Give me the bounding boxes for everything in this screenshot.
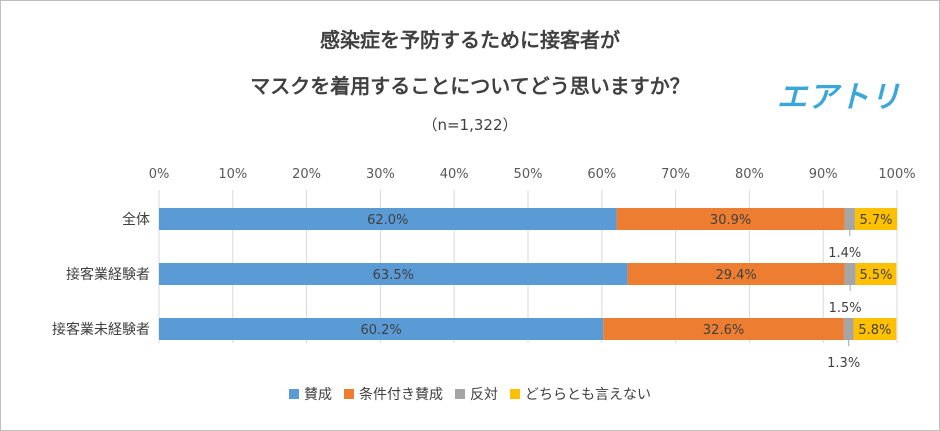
- x-tick-label: 40%: [440, 167, 469, 182]
- data-label: 5.5%: [859, 268, 892, 283]
- legend-swatch: [344, 389, 354, 399]
- category-label: 接客業未経験者: [52, 321, 150, 338]
- bar-segment: [855, 263, 897, 285]
- chart-title-line1: 感染症を予防するために接客者が: [320, 28, 620, 52]
- bar-segment: [843, 318, 854, 340]
- data-label: 32.6%: [703, 323, 744, 338]
- bar-segment: [159, 208, 617, 230]
- x-tick-label: 70%: [661, 167, 690, 182]
- data-label: 30.9%: [710, 213, 751, 228]
- legend-item: どちらとも言えない: [510, 384, 651, 404]
- data-label: 62.0%: [367, 213, 408, 228]
- data-label: 1.5%: [829, 301, 862, 316]
- legend-label: 条件付き賛成: [359, 387, 443, 403]
- bar-segment: [844, 263, 856, 285]
- bar-segment: [159, 318, 604, 340]
- bar-segment: [853, 318, 897, 340]
- x-tick-label: 100%: [878, 167, 915, 182]
- legend-swatch: [455, 389, 465, 399]
- chart-title-line2: マスクを着用することについてどう思いますか？: [250, 74, 690, 98]
- x-tick-label: 90%: [809, 167, 838, 182]
- x-tick-label: 10%: [218, 167, 247, 182]
- x-tick-label: 50%: [514, 167, 543, 182]
- legend-swatch: [289, 389, 299, 399]
- data-label: 63.5%: [373, 268, 414, 283]
- category-label: 全体: [122, 211, 150, 228]
- legend-label: どちらとも言えない: [525, 387, 651, 403]
- data-label: 1.3%: [827, 356, 860, 371]
- legend-label: 反対: [470, 387, 498, 403]
- bar-segment: [627, 263, 845, 285]
- bar-segment: [159, 263, 628, 285]
- x-tick-label: 20%: [292, 167, 321, 182]
- bar-segment: [603, 318, 844, 340]
- data-label: 29.4%: [715, 268, 756, 283]
- data-label: 5.7%: [859, 213, 892, 228]
- x-tick-label: 80%: [735, 167, 764, 182]
- x-tick-label: 60%: [587, 167, 616, 182]
- legend-item: 賛成: [289, 384, 332, 404]
- bar-segment: [616, 208, 845, 230]
- bar-segment: [844, 208, 855, 230]
- data-label: 60.2%: [360, 323, 401, 338]
- chart-subtitle: （n=1,322）: [422, 116, 518, 134]
- x-tick-label: 0%: [149, 167, 170, 182]
- category-label: 接客業経験者: [66, 266, 150, 283]
- x-tick-label: 30%: [366, 167, 395, 182]
- legend-label: 賛成: [304, 387, 332, 403]
- legend-item: 条件付き賛成: [344, 384, 443, 404]
- data-label: 5.8%: [858, 323, 891, 338]
- legend-item: 反対: [455, 384, 498, 404]
- data-label: 1.4%: [828, 246, 861, 261]
- brand-logo: エアトリ: [777, 80, 901, 115]
- legend-swatch: [510, 389, 520, 399]
- chart-legend: 賛成 条件付き賛成 反対 どちらとも言えない: [0, 384, 940, 404]
- bar-segment: [854, 208, 897, 230]
